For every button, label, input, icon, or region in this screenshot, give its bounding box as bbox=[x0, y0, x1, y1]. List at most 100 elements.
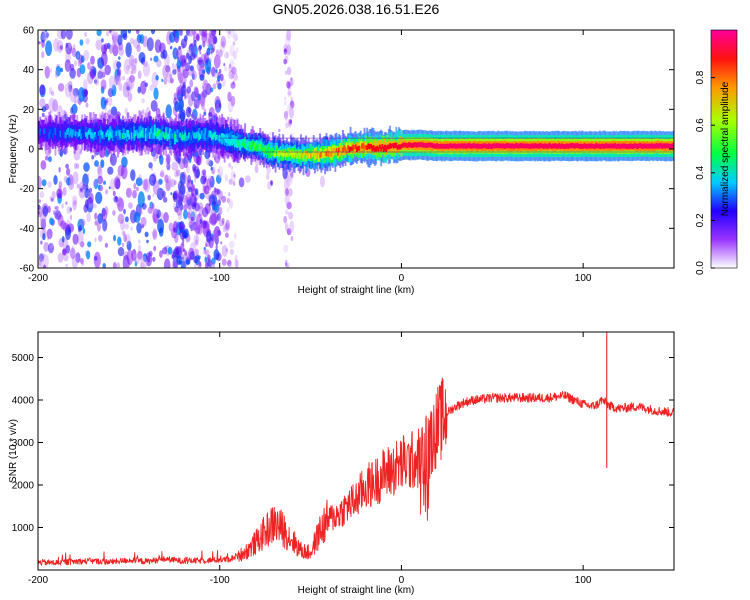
ridge-cell bbox=[396, 145, 399, 150]
ridge-cell bbox=[342, 147, 344, 153]
ridge-cell bbox=[166, 127, 169, 139]
noise-speckle bbox=[70, 247, 76, 260]
ridge-cell bbox=[649, 143, 652, 149]
ridge-cell bbox=[382, 146, 385, 152]
noise-speckle bbox=[169, 77, 174, 84]
noise-speckle bbox=[138, 52, 146, 63]
ridge-cell bbox=[377, 140, 380, 150]
noise-speckle bbox=[79, 39, 84, 46]
noise-speckle bbox=[51, 90, 55, 96]
noise-speckle bbox=[187, 207, 193, 219]
ridge-cell bbox=[668, 143, 671, 149]
ridge-cell bbox=[479, 144, 482, 149]
colorbar-tick-label: 0.0 bbox=[695, 261, 706, 275]
ridge-cell bbox=[274, 150, 277, 157]
noise-speckle bbox=[211, 257, 216, 265]
ridge-cell bbox=[537, 143, 540, 149]
noise-speckle bbox=[165, 65, 171, 73]
noise-speckle bbox=[150, 100, 158, 112]
noise-speckle bbox=[66, 206, 72, 214]
noise-speckle bbox=[203, 108, 207, 113]
ridge-cell bbox=[427, 142, 430, 148]
noise-speckle bbox=[129, 75, 136, 83]
noise-speckle bbox=[39, 258, 44, 268]
ridge-cell bbox=[567, 144, 570, 149]
noise-speckle bbox=[187, 211, 191, 219]
noise-speckle bbox=[48, 234, 52, 239]
noise-speckle bbox=[68, 84, 73, 93]
ridge-cell bbox=[451, 143, 454, 149]
ridge-cell bbox=[577, 143, 580, 149]
ridge-cell bbox=[602, 144, 605, 149]
ridge-cell bbox=[601, 143, 604, 149]
noise-speckle bbox=[40, 31, 46, 43]
noise-speckle bbox=[188, 247, 195, 260]
ridge-cell bbox=[582, 143, 585, 149]
ridge-cell bbox=[484, 143, 487, 149]
noise-speckle bbox=[228, 30, 231, 35]
noise-speckle bbox=[140, 256, 148, 268]
ridge-cell bbox=[576, 143, 578, 148]
noise-speckle bbox=[127, 92, 133, 102]
ridge-cell bbox=[161, 131, 164, 137]
ridge-cell bbox=[282, 151, 285, 158]
noise-speckle bbox=[100, 159, 105, 169]
noise-speckle bbox=[152, 229, 157, 239]
noise-speckle bbox=[210, 51, 213, 55]
noise-speckle bbox=[225, 30, 232, 34]
noise-speckle bbox=[178, 72, 183, 84]
ridge-cell bbox=[193, 132, 196, 139]
ridge-cell bbox=[652, 144, 655, 149]
noise-speckle bbox=[207, 259, 213, 268]
noise-speckle bbox=[286, 81, 291, 89]
ridge-cell bbox=[358, 145, 361, 152]
noise-speckle bbox=[187, 174, 191, 184]
ridge-cell bbox=[199, 134, 202, 139]
ridge-cell bbox=[621, 143, 624, 149]
ridge-cell bbox=[305, 150, 307, 156]
ridge-cell bbox=[429, 142, 432, 148]
ridge-cell bbox=[289, 150, 292, 156]
noise-speckle bbox=[189, 79, 194, 88]
ridge-cell bbox=[595, 143, 597, 148]
noise-speckle bbox=[284, 115, 289, 123]
ridge-cell bbox=[563, 144, 566, 149]
ridge-cell bbox=[95, 127, 98, 141]
ridge-cell bbox=[417, 142, 419, 148]
noise-speckle bbox=[108, 186, 111, 190]
ridge-cell bbox=[183, 134, 185, 141]
noise-speckle bbox=[120, 165, 128, 180]
noise-speckle bbox=[94, 220, 99, 226]
ridge-cell bbox=[409, 142, 412, 148]
noise-speckle bbox=[121, 156, 128, 168]
noise-speckle bbox=[199, 30, 204, 36]
ridge-cell bbox=[307, 152, 310, 159]
ridge-cell bbox=[543, 144, 545, 149]
noise-speckle bbox=[158, 227, 164, 237]
noise-speckle bbox=[69, 88, 77, 103]
noise-speckle bbox=[218, 206, 223, 215]
ridge-cell bbox=[54, 129, 57, 142]
noise-speckle bbox=[186, 86, 192, 94]
noise-speckle bbox=[125, 187, 132, 198]
ridge-cell bbox=[123, 132, 126, 140]
noise-speckle bbox=[136, 44, 141, 53]
noise-speckle bbox=[152, 193, 155, 197]
noise-speckle bbox=[135, 177, 143, 187]
noise-speckle bbox=[123, 234, 127, 243]
noise-speckle bbox=[56, 205, 60, 212]
noise-speckle bbox=[71, 245, 75, 253]
noise-speckle bbox=[58, 181, 63, 188]
noise-speckle bbox=[221, 40, 225, 47]
noise-speckle bbox=[146, 239, 149, 244]
snr-panel: -200 -100 0 100 1000 2000 3000 4000 5000 Height… bbox=[8, 331, 675, 596]
noise-speckle bbox=[65, 163, 69, 169]
ridge-cell bbox=[59, 130, 62, 138]
ridge-cell bbox=[48, 125, 51, 137]
noise-speckle bbox=[205, 32, 212, 48]
colorbar-tick-label: 0.6 bbox=[695, 118, 706, 132]
noise-speckle bbox=[167, 246, 173, 255]
noise-speckle bbox=[74, 100, 77, 105]
noise-speckle bbox=[83, 49, 90, 62]
colorbar-label: Normalized spectral amplitude bbox=[720, 81, 731, 216]
